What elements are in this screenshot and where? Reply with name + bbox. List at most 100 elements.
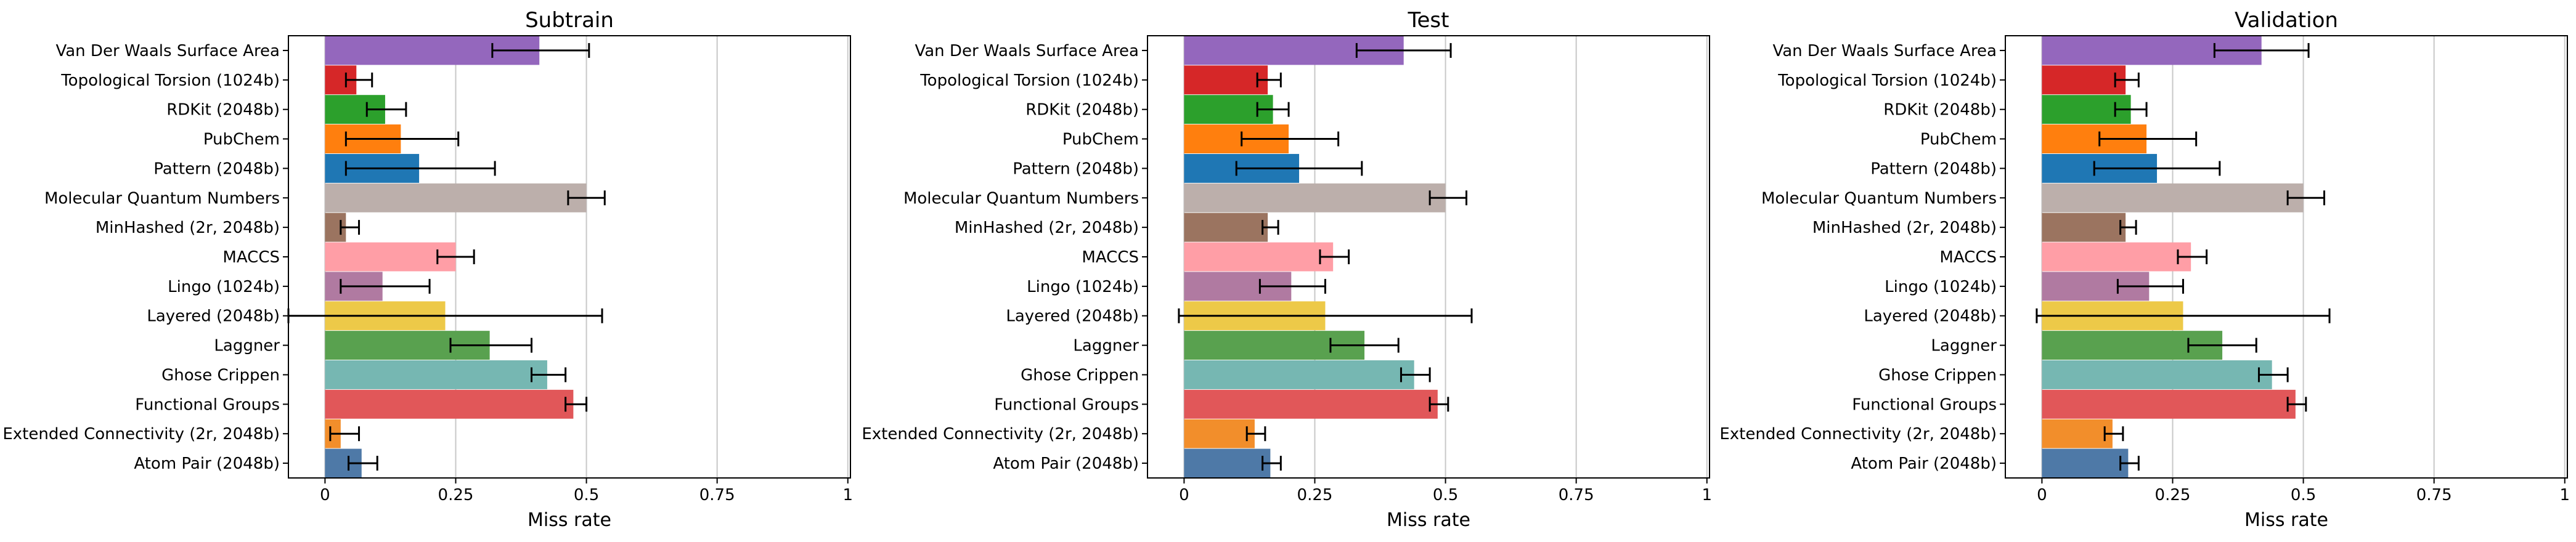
category-label: Functional Groups: [1852, 395, 1997, 414]
category-label: MinHashed (2r, 2048b): [1812, 219, 1997, 237]
y-tick-labels: Van Der Waals Surface Area Topological To…: [1719, 42, 2005, 473]
validation-panel: Validation Van Der Waals Surface Area Top…: [1719, 8, 2570, 531]
bar: [1184, 389, 1438, 419]
bar: [325, 389, 574, 419]
x-tick-label: 0.75: [2416, 486, 2452, 504]
y-tick-labels: Van Der Waals Surface Area Topological To…: [862, 42, 1147, 473]
category-label: Topological Torsion (1024b): [919, 71, 1139, 90]
x-tick-label: 0.5: [2291, 486, 2316, 504]
x-axis-label: Miss rate: [1387, 509, 1470, 531]
panel-title: Validation: [2235, 8, 2338, 33]
x-tick-label: 0: [320, 486, 330, 504]
category-label: Pattern (2048b): [153, 160, 280, 178]
x-tick-label: 0.75: [1559, 486, 1594, 504]
category-label: MACCS: [1939, 248, 1997, 267]
category-label: Pattern (2048b): [1870, 160, 1997, 178]
category-label: Lingo (1024b): [1885, 278, 1997, 296]
category-label: Topological Torsion (1024b): [1777, 71, 1997, 90]
x-tick-label: 1: [842, 486, 853, 504]
category-label: Van Der Waals Surface Area: [915, 42, 1139, 60]
bar: [2042, 65, 2126, 95]
x-tick-label: 1: [2559, 486, 2570, 504]
bar: [2042, 183, 2304, 212]
category-label: Layered (2048b): [147, 307, 280, 326]
bar: [2042, 389, 2296, 419]
y-tick-labels: Van Der Waals Surface Area Topological To…: [2, 42, 288, 473]
x-tick-label: 1: [1702, 486, 1712, 504]
bar: [1184, 183, 1446, 212]
category-label: PubChem: [203, 131, 280, 149]
x-tick-label: 0: [1179, 486, 1189, 504]
category-label: Extended Connectivity (2r, 2048b): [862, 425, 1139, 443]
panel-title: Subtrain: [525, 8, 614, 33]
category-label: Pattern (2048b): [1013, 160, 1139, 178]
category-label: Ghose Crippen: [1021, 366, 1139, 384]
category-label: RDKit (2048b): [1883, 101, 1997, 119]
category-label: MACCS: [222, 248, 280, 267]
category-label: Extended Connectivity (2r, 2048b): [1719, 425, 1997, 443]
bar: [2042, 419, 2113, 448]
category-label: Functional Groups: [994, 395, 1139, 414]
category-label: Molecular Quantum Numbers: [903, 189, 1139, 208]
bar: [325, 242, 456, 272]
bar: [2042, 360, 2272, 389]
category-label: MACCS: [1082, 248, 1139, 267]
bar: [1184, 242, 1334, 272]
category-label: Atom Pair (2048b): [1851, 455, 1997, 473]
category-label: RDKit (2048b): [1025, 101, 1139, 119]
x-tick-labels: 0 0.25 0.5 0.75 1: [2037, 478, 2570, 504]
x-tick-label: 0.5: [1433, 486, 1458, 504]
x-tick-label: 0.5: [574, 486, 599, 504]
category-label: MinHashed (2r, 2048b): [955, 219, 1139, 237]
bar: [325, 360, 547, 389]
bar: [1184, 360, 1414, 389]
category-label: Lingo (1024b): [168, 278, 280, 296]
category-label: Atom Pair (2048b): [134, 455, 280, 473]
error-bars: [2036, 42, 2331, 471]
x-axis-label: Miss rate: [2244, 509, 2328, 531]
x-tick-label: 0.25: [2155, 486, 2191, 504]
x-tick-labels: 0 0.25 0.5 0.75 1: [320, 478, 853, 504]
category-label: Extended Connectivity (2r, 2048b): [2, 425, 280, 443]
category-label: Van Der Waals Surface Area: [55, 42, 280, 60]
category-label: Laggner: [1073, 337, 1139, 355]
category-label: MinHashed (2r, 2048b): [96, 219, 280, 237]
panel-title: Test: [1408, 8, 1449, 33]
x-tick-label: 0: [2037, 486, 2047, 504]
category-label: Molecular Quantum Numbers: [1761, 189, 1997, 208]
bar: [2042, 242, 2191, 272]
x-axis-label: Miss rate: [528, 509, 611, 531]
bar: [2042, 448, 2129, 478]
bar: [325, 183, 587, 212]
category-label: Van Der Waals Surface Area: [1772, 42, 1997, 60]
x-tick-label: 0.25: [1297, 486, 1333, 504]
x-tick-label: 0.25: [438, 486, 474, 504]
bar: [1184, 212, 1268, 242]
category-label: Layered (2048b): [1864, 307, 1997, 326]
category-label: PubChem: [1920, 131, 1997, 149]
category-label: RDKit (2048b): [166, 101, 280, 119]
category-label: Molecular Quantum Numbers: [44, 189, 280, 208]
bar: [2042, 212, 2126, 242]
category-label: Layered (2048b): [1006, 307, 1139, 326]
subtrain-panel: Subtrain Van Der Waals Surface Area Topol…: [2, 8, 853, 531]
category-label: Laggner: [214, 337, 280, 355]
category-label: Lingo (1024b): [1027, 278, 1139, 296]
category-label: Ghose Crippen: [1878, 366, 1997, 384]
x-tick-labels: 0 0.25 0.5 0.75 1: [1179, 478, 1712, 504]
bar: [1184, 65, 1268, 95]
error-bars: [1178, 42, 1473, 471]
category-label: Laggner: [1931, 337, 1997, 355]
test-panel: Test Van Der Waals Surface Area Topologic…: [862, 8, 1712, 531]
x-tick-label: 0.75: [699, 486, 735, 504]
category-label: Functional Groups: [135, 395, 280, 414]
category-label: Ghose Crippen: [161, 366, 280, 384]
bar: [1184, 448, 1271, 478]
category-label: Atom Pair (2048b): [993, 455, 1139, 473]
category-label: PubChem: [1062, 131, 1139, 149]
bars: [1184, 36, 1446, 478]
category-label: Topological Torsion (1024b): [60, 71, 280, 90]
bar: [1184, 419, 1255, 448]
error-bars: [287, 42, 606, 471]
